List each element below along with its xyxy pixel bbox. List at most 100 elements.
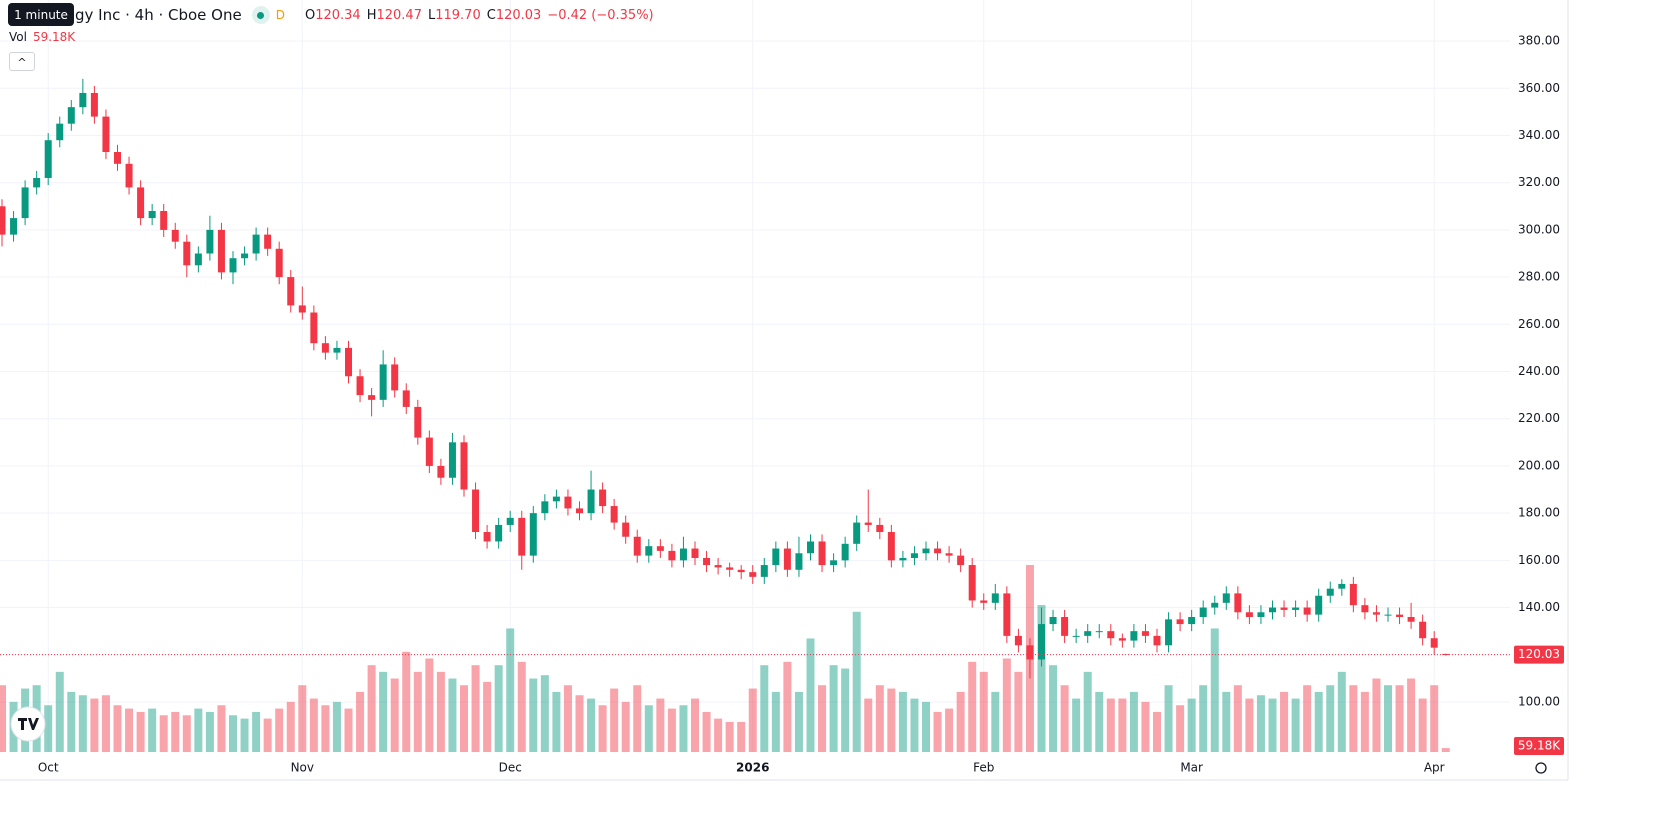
candle-body [841, 543, 849, 561]
volume-bar [1141, 701, 1150, 752]
volume-bar [783, 661, 792, 752]
candle-body [264, 234, 272, 249]
volume-bar [1095, 691, 1104, 752]
candle-body [1188, 616, 1196, 625]
volume-bar [725, 721, 734, 752]
candle-body [1095, 631, 1103, 633]
volume-bar [714, 718, 723, 752]
candle-body [1280, 607, 1288, 610]
candle-body [991, 593, 999, 603]
candle-body [1245, 612, 1253, 617]
candle-body [587, 489, 595, 514]
symbol[interactable]: gy Inc · 4h · Cboe One [75, 6, 242, 24]
volume-bar [691, 698, 699, 752]
candle-body [1269, 607, 1276, 613]
candle-body [899, 557, 907, 561]
candle-body [541, 501, 549, 514]
candle-body [772, 548, 780, 566]
collapse-button[interactable]: ^ [9, 52, 35, 71]
candle-body [1234, 593, 1242, 613]
candle-body [656, 546, 664, 551]
candle-body [1430, 638, 1438, 648]
volume-bar [240, 718, 249, 752]
volume-bar [991, 691, 1000, 752]
candle-body [1326, 588, 1334, 596]
candle-body [67, 107, 75, 124]
candle-body [1199, 607, 1207, 617]
candle-body [460, 442, 468, 490]
candle-body [102, 116, 110, 153]
candle-body [864, 522, 872, 525]
volume-bar [101, 695, 110, 752]
logo-bg [10, 706, 46, 742]
volume-bar [413, 671, 422, 752]
volume-bar [898, 691, 907, 752]
candle-body [90, 92, 98, 117]
candle-body [910, 553, 918, 558]
volume-bar [436, 671, 445, 752]
candle-body [1130, 631, 1138, 641]
candle-body [402, 390, 410, 407]
candle-body [1257, 612, 1265, 617]
volume-bar [737, 721, 746, 752]
volume-bar [1129, 691, 1138, 752]
candle-body [633, 536, 641, 556]
candle-body [795, 553, 803, 570]
y-tick-label: 320.00 [1518, 175, 1560, 189]
candle-body [391, 364, 399, 391]
candle-body [714, 565, 722, 568]
volume-bar [113, 705, 122, 752]
candle-body [56, 123, 64, 141]
volume-bar [1083, 671, 1092, 752]
logo [10, 706, 46, 742]
vol-key: Vol [9, 30, 27, 44]
candle-body [33, 177, 41, 188]
candle-body [737, 569, 745, 573]
candle-body [425, 437, 433, 466]
volume-bar [748, 688, 757, 752]
volume-bar [205, 711, 214, 752]
volume-bar [841, 668, 850, 752]
volume-bar [263, 718, 272, 752]
candle-body [1349, 583, 1357, 606]
volume-bar [1430, 685, 1439, 752]
volume-bar [379, 671, 388, 752]
x-tick-label: Feb [973, 761, 994, 775]
candle-body [1118, 638, 1126, 641]
last-price-label: 120.03 [1518, 647, 1560, 661]
candle-body [1338, 583, 1346, 589]
candle-body [749, 572, 757, 577]
volume-bar [1407, 678, 1416, 752]
candle-body [252, 234, 260, 254]
logo-mark [18, 718, 39, 730]
volume-bar [1372, 678, 1381, 752]
volume-bar [633, 685, 642, 752]
volume-bar [968, 661, 977, 752]
candle-body [518, 517, 526, 556]
volume-bar [829, 665, 838, 752]
y-tick-label: 300.00 [1518, 222, 1560, 236]
y-tick-label: 240.00 [1518, 364, 1560, 378]
volume-bar [460, 685, 468, 752]
candle-body [691, 548, 699, 558]
volume-bar [159, 715, 168, 752]
candle-body [44, 140, 52, 178]
vol-value: 59.18K [32, 30, 76, 44]
candle-body [980, 600, 988, 603]
volume-bar [1210, 628, 1219, 752]
candle-body [310, 312, 318, 344]
volume-bar [367, 665, 376, 752]
volume-bar [1280, 691, 1289, 752]
candle-body [1384, 614, 1392, 616]
x-tick-label: Nov [291, 761, 314, 775]
candle-body [79, 92, 87, 108]
volume-bar [332, 701, 341, 752]
candle-body [1026, 645, 1034, 660]
volume-bar [344, 708, 353, 752]
volume-bar [309, 698, 318, 752]
volume-bar [1245, 698, 1254, 752]
candle-body [576, 508, 583, 514]
legend-bar: gy Inc · 4h · Cboe One D O 120.34 H 120.47… [0, 4, 660, 26]
